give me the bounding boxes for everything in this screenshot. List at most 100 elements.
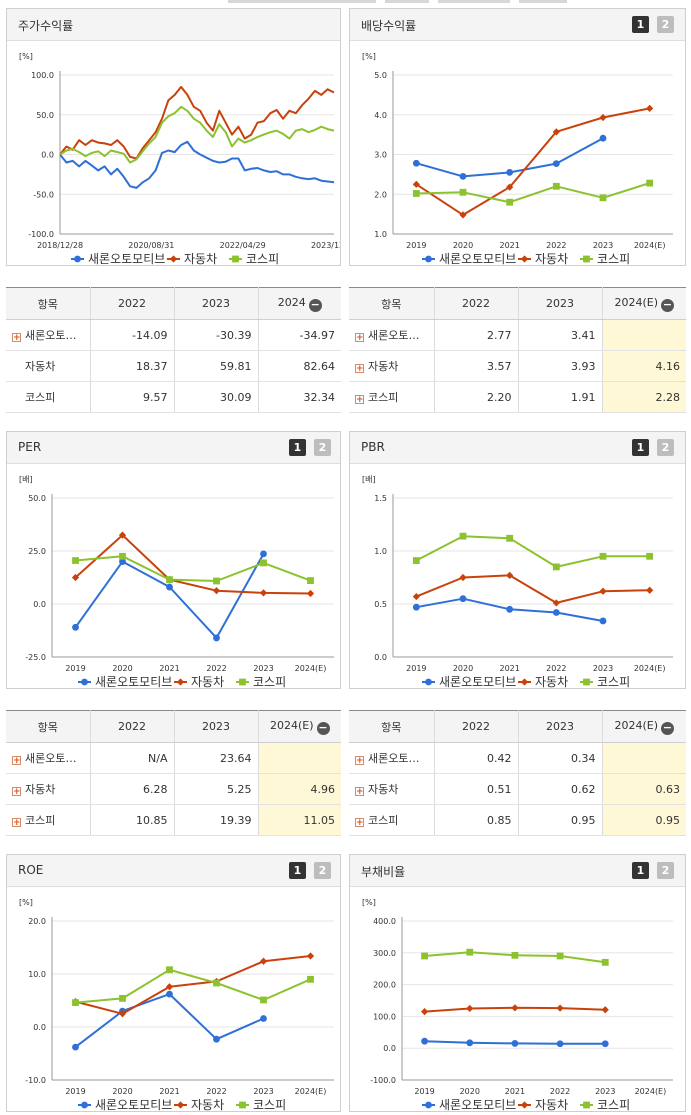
expand-plus-icon[interactable]: + — [12, 818, 21, 828]
expand-plus-icon[interactable]: + — [355, 395, 364, 405]
series-line — [59, 105, 335, 164]
y-tick-label: 3.0 — [374, 151, 387, 160]
view-1-button[interactable]: 1 — [289, 439, 306, 456]
panel-title: PER — [18, 440, 42, 454]
expand-plus-icon[interactable]: + — [355, 787, 364, 797]
header-item: 항목 — [6, 710, 91, 743]
series-line — [416, 182, 651, 204]
top-tab-2[interactable] — [385, 0, 429, 3]
legend-label: 코스피 — [597, 1098, 630, 1111]
data-point — [239, 678, 246, 686]
row-name: 코스피 — [368, 391, 399, 404]
expand-plus-icon[interactable]: + — [355, 333, 364, 343]
row-name-cell: + 코스피 — [349, 804, 435, 836]
row-name: 코스피 — [368, 814, 399, 827]
view-1-button[interactable]: 1 — [632, 16, 649, 33]
expand-plus-icon[interactable]: + — [355, 364, 364, 374]
table-row: + 코스피 0.85 0.95 0.95 — [349, 804, 686, 836]
row-name-cell: + 새론오토… — [6, 742, 91, 774]
view-2-button[interactable]: 2 — [657, 862, 674, 879]
collapse-minus-icon[interactable]: − — [661, 297, 675, 312]
view-1-button[interactable]: 1 — [632, 439, 649, 456]
data-point — [599, 113, 607, 122]
data-point — [307, 975, 314, 983]
y-tick-label: 5.0 — [374, 71, 387, 80]
view-1-button[interactable]: 1 — [289, 862, 306, 879]
data-point — [74, 255, 81, 263]
y-tick-label: 400.0 — [373, 917, 396, 926]
data-point — [506, 534, 514, 542]
collapse-minus-icon[interactable]: − — [316, 720, 330, 735]
dividend-yield-table: 항목 2022 2023 2024(E) − + 새론오토… 2.77 3.41 +… — [349, 287, 686, 413]
table-row: + 코스피 2.20 1.91 2.28 — [349, 381, 686, 413]
data-point — [260, 1015, 267, 1022]
expand-plus-icon[interactable]: + — [12, 787, 21, 797]
value-cell: 0.34 — [518, 742, 603, 774]
data-point — [169, 255, 178, 263]
view-1-button[interactable]: 1 — [632, 862, 649, 879]
data-point — [520, 1101, 529, 1109]
expand-plus-icon[interactable]: + — [355, 756, 364, 766]
data-point — [552, 609, 560, 616]
data-point — [306, 589, 315, 598]
dividend-yield-chart: [%] 5.0 4.0 3.0 2.0 1.0 2019 2020 2021 2022 2023 20… — [362, 52, 673, 265]
legend-label: 코스피 — [253, 1098, 286, 1111]
series-1 — [71, 952, 315, 1018]
value-cell: 3.93 — [518, 350, 603, 382]
header-2024: 2024− — [258, 287, 341, 320]
expand-plus-icon[interactable]: + — [355, 818, 364, 828]
collapse-minus-icon[interactable]: − — [308, 297, 322, 312]
x-tick-label: 2018/12/28 — [37, 241, 83, 250]
series-1 — [71, 531, 315, 598]
series-2 — [72, 966, 314, 1007]
series-2 — [412, 532, 654, 571]
expand-plus-icon[interactable]: + — [12, 333, 21, 343]
view-2-button[interactable]: 2 — [657, 439, 674, 456]
data-point — [213, 979, 220, 987]
x-tick-label: 2023 — [595, 1087, 615, 1096]
y-tick-label: -100.0 — [28, 230, 54, 239]
data-point — [260, 996, 267, 1004]
top-tab-1[interactable] — [228, 0, 376, 3]
estimate-cell — [602, 742, 686, 774]
data-point — [412, 592, 420, 601]
data-point — [421, 952, 428, 960]
top-tab-3[interactable] — [438, 0, 510, 3]
x-tick-label: 2020 — [460, 1087, 480, 1096]
data-point — [466, 1039, 474, 1047]
data-point — [520, 678, 529, 686]
view-2-button[interactable]: 2 — [657, 16, 674, 33]
expand-plus-icon[interactable]: + — [12, 756, 21, 766]
data-point — [412, 603, 420, 611]
header-2022: 2022 — [434, 710, 519, 743]
header-2023: 2023 — [518, 710, 603, 743]
legend-label: 코스피 — [246, 252, 279, 265]
header-2024e-label: 2024(E) — [614, 718, 659, 732]
value-cell: 2.77 — [434, 319, 519, 351]
data-point — [213, 1035, 220, 1043]
data-point — [176, 678, 185, 686]
data-point — [583, 678, 590, 686]
header-2022: 2022 — [434, 287, 519, 320]
chart-legend: 새론오토모티브 자동차 코스피 — [78, 1098, 286, 1111]
per-table: 항목 2022 2023 2024(E) − + 새론오토… N/A 23.64 +… — [6, 710, 341, 836]
series-line — [415, 574, 650, 604]
y-tick-label: 10.0 — [28, 970, 46, 979]
collapse-minus-icon[interactable]: − — [661, 720, 675, 735]
data-point — [72, 1043, 79, 1051]
data-point — [511, 1004, 519, 1012]
legend-label: 새론오토모티브 — [439, 1098, 516, 1111]
top-tab-4[interactable] — [519, 0, 567, 3]
data-point — [646, 104, 654, 112]
y-unit-label: [%] — [19, 898, 33, 907]
view-2-button[interactable]: 2 — [314, 439, 331, 456]
view-2-button[interactable]: 2 — [314, 862, 331, 879]
x-tick-label: 2024(E) — [295, 1087, 327, 1096]
series-0 — [412, 595, 607, 625]
value-cell: 0.85 — [434, 804, 519, 836]
x-tick-label: 2022 — [206, 1087, 226, 1096]
legend-label: 자동차 — [191, 675, 224, 688]
value-cell: 2.20 — [434, 381, 519, 413]
series-line — [75, 555, 311, 582]
y-tick-label: -50.0 — [33, 190, 54, 199]
